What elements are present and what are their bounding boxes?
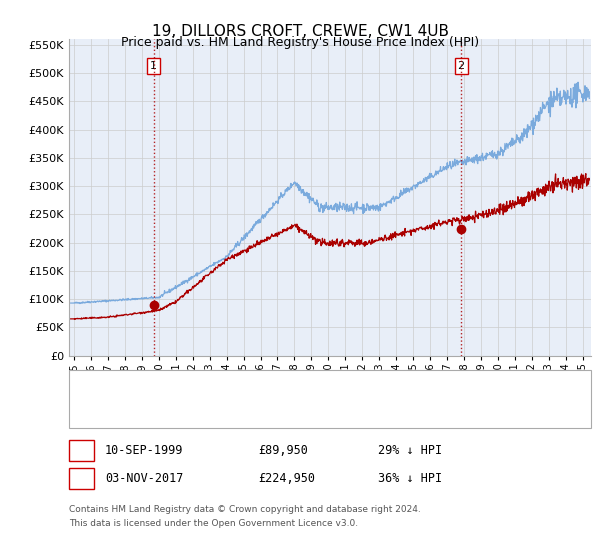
Text: 29% ↓ HPI: 29% ↓ HPI bbox=[378, 444, 442, 458]
Text: 2: 2 bbox=[458, 61, 465, 71]
Text: 36% ↓ HPI: 36% ↓ HPI bbox=[378, 472, 442, 486]
Text: This data is licensed under the Open Government Licence v3.0.: This data is licensed under the Open Gov… bbox=[69, 520, 358, 529]
Text: £89,950: £89,950 bbox=[258, 444, 308, 458]
Text: 19, DILLORS CROFT, CREWE, CW1 4UB: 19, DILLORS CROFT, CREWE, CW1 4UB bbox=[151, 24, 449, 39]
Text: Contains HM Land Registry data © Crown copyright and database right 2024.: Contains HM Land Registry data © Crown c… bbox=[69, 505, 421, 515]
Text: 2: 2 bbox=[78, 472, 85, 486]
Text: £224,950: £224,950 bbox=[258, 472, 315, 486]
Text: 10-SEP-1999: 10-SEP-1999 bbox=[105, 444, 184, 458]
Text: 1: 1 bbox=[78, 444, 85, 458]
Text: 03-NOV-2017: 03-NOV-2017 bbox=[105, 472, 184, 486]
Text: Price paid vs. HM Land Registry's House Price Index (HPI): Price paid vs. HM Land Registry's House … bbox=[121, 36, 479, 49]
Text: 1: 1 bbox=[150, 61, 157, 71]
Text: HPI: Average price, detached house, Cheshire East: HPI: Average price, detached house, Ches… bbox=[111, 407, 388, 417]
Text: 19, DILLORS CROFT, CREWE, CW1 4UB (detached house): 19, DILLORS CROFT, CREWE, CW1 4UB (detac… bbox=[111, 381, 423, 391]
